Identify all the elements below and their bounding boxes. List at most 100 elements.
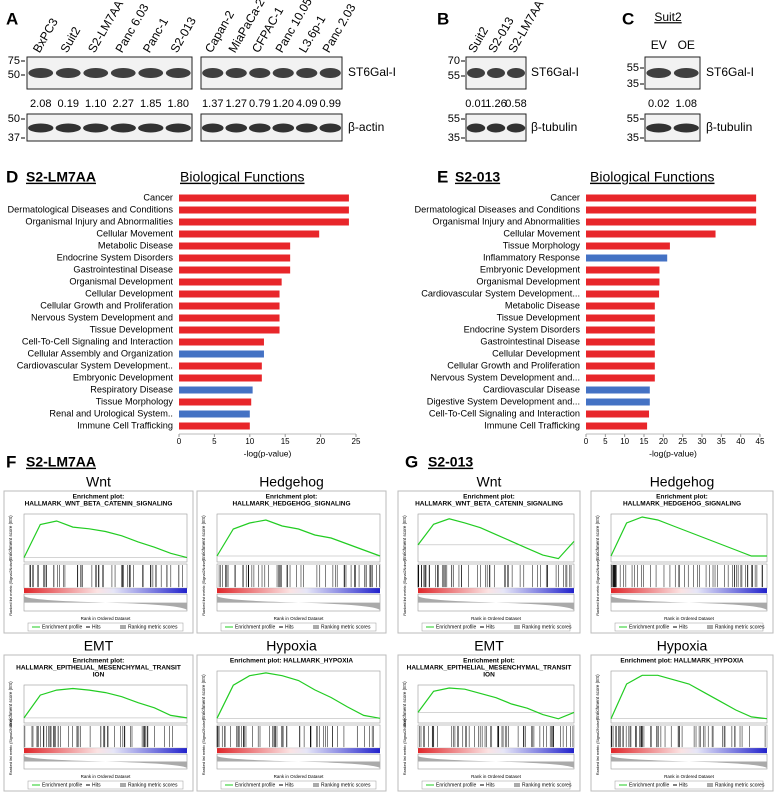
band <box>165 123 191 133</box>
mw-marker: 55 <box>448 113 460 125</box>
rank-gradient <box>611 588 767 594</box>
y-axis-label: Ranked list metric (Signal2Noise) <box>202 559 206 616</box>
plot-header: Enrichment plot: <box>656 494 708 501</box>
blot-target <box>200 56 343 90</box>
legend-label: Hits <box>486 782 495 788</box>
plot-header: ION <box>93 672 105 679</box>
x-axis-label: Rank in Ordered Dataset <box>471 774 522 779</box>
plot-header: ION <box>483 672 495 679</box>
hits-area <box>610 724 768 749</box>
densitometry-value: 0.79 <box>249 98 270 110</box>
category-label: Embryonic Development <box>480 264 581 274</box>
legend-label: Ranking metric scores <box>715 782 765 788</box>
band <box>165 68 191 78</box>
ranking-metric <box>418 756 574 768</box>
category-label: Immune Cell Trafficking <box>77 420 173 430</box>
hits <box>24 726 173 748</box>
band <box>486 123 506 133</box>
plot-header: Enrichment plot: <box>463 494 515 501</box>
x-tick-label: 5 <box>603 437 608 446</box>
bar <box>179 218 349 226</box>
bar <box>586 398 650 406</box>
legend-label: Hits <box>92 782 101 788</box>
bar <box>179 230 320 238</box>
category-label: Cardiovascular Disease <box>483 384 580 394</box>
category-label: Cell-To-Cell Signaling and Interaction <box>429 408 580 418</box>
enrichment-curve <box>417 518 575 560</box>
category-label: Gastrointestinal Disease <box>480 336 580 346</box>
densitometry-value: 1.80 <box>168 98 189 110</box>
legend-box <box>421 780 571 790</box>
bar <box>179 338 264 346</box>
bar <box>179 326 280 334</box>
blot-target-label: ST6Gal-I <box>706 65 754 79</box>
plot-title: EMT <box>84 638 114 654</box>
category-label: Nervous System Development and... <box>430 372 580 382</box>
category-label: Organismal Injury and Abnormalities <box>25 216 173 226</box>
lane-label: OE <box>678 38 695 52</box>
legend-label: Enrichment profile <box>235 624 276 630</box>
lane-label: Suit2 <box>57 24 83 55</box>
category-label: Inflammatory Response <box>483 252 580 262</box>
bar <box>586 326 655 334</box>
es-area <box>216 670 381 724</box>
band <box>28 123 54 133</box>
bar <box>586 254 668 262</box>
bar <box>586 374 655 382</box>
band <box>272 123 295 133</box>
legend-box <box>220 622 377 632</box>
panel-letter: C <box>622 9 634 28</box>
hits-area <box>23 563 188 589</box>
band <box>225 68 247 78</box>
category-label: Renal and Urological System.. <box>49 408 173 418</box>
category-label: Organismal Injury and Abnormalities <box>432 216 580 226</box>
cell-line-label: S2-LM7AA <box>26 169 96 185</box>
rank-gradient <box>217 588 380 594</box>
hits-area <box>417 724 575 749</box>
lane-label: Suit2 <box>465 24 491 55</box>
legend-label: Ranking metric scores <box>321 624 371 630</box>
densitometry-value: 2.27 <box>113 98 134 110</box>
densitometry-value: 1.27 <box>226 98 247 110</box>
y-axis-label: Ranked list metric (Signal2Noise) <box>403 559 407 616</box>
hits <box>611 726 766 748</box>
x-tick-label: 25 <box>678 437 687 446</box>
x-axis-label: Rank in Ordered Dataset <box>471 616 522 621</box>
blot-control-label: β-actin <box>348 120 384 134</box>
y-axis-label: Ranked list metric (Signal2Noise) <box>596 559 600 616</box>
bar <box>586 338 655 346</box>
band <box>466 123 486 133</box>
plot-title: Wnt <box>477 474 502 490</box>
plot-header: Enrichment plot: HALLMARK_HYPOXIA <box>230 658 353 665</box>
category-label: Cellular Assembly and Organization <box>27 348 173 358</box>
cell-line-label: Suit2 <box>654 10 682 24</box>
legend-swatch <box>120 783 126 787</box>
x-tick-label: 20 <box>316 437 325 446</box>
cell-line-label: S2-013 <box>428 454 473 470</box>
es-area <box>417 513 575 563</box>
category-label: Cellular Movement <box>503 228 580 238</box>
y-axis-label: Enrichment score (ES) <box>595 674 600 720</box>
mw-marker: 50 <box>8 69 20 81</box>
y-axis-label: Ranked list metric (Signal2Noise) <box>403 718 407 775</box>
bar <box>586 218 757 226</box>
plot-header: HALLMARK_WNT_BETA_CATENIN_SIGNALING <box>25 501 173 508</box>
densitometry-value: 4.09 <box>296 98 317 110</box>
blot-control <box>26 113 193 142</box>
lane-label: Panc 2.03 <box>319 1 358 55</box>
enrichment-curve <box>23 687 188 719</box>
plot-title: Hedgehog <box>259 474 324 490</box>
mw-marker: 35 <box>627 132 639 144</box>
category-label: Immune Cell Trafficking <box>484 420 580 430</box>
band <box>28 68 54 78</box>
legend-swatch <box>514 625 520 629</box>
y-axis-label: Ranked list metric (Signal2Noise) <box>9 718 13 775</box>
band <box>83 68 109 78</box>
bar <box>179 266 291 274</box>
band <box>467 68 485 78</box>
legend-swatch <box>707 625 713 629</box>
plot-header: Enrichment plot: <box>73 658 125 665</box>
plot-header: HALLMARK_WNT_BETA_CATENIN_SIGNALING <box>415 501 563 508</box>
bar <box>586 194 757 202</box>
